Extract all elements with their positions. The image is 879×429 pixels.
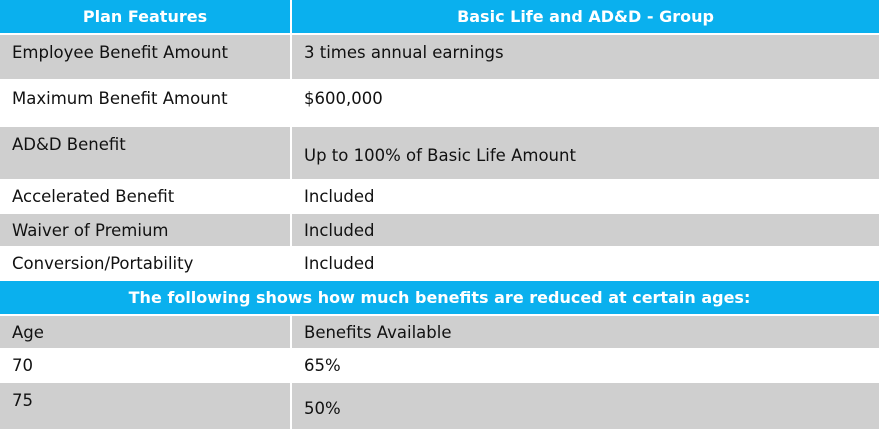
feature-cell: AD&D Benefit: [0, 127, 292, 179]
value-cell: Included: [304, 187, 375, 206]
value-cell: Included: [304, 254, 375, 273]
value-cell: 50%: [304, 398, 341, 418]
value-cell: Included: [304, 220, 375, 240]
table-row: Accelerated Benefit Included: [0, 181, 879, 212]
table-row: Age Benefits Available: [0, 316, 879, 348]
header-basic-life: Basic Life and AD&D - Group: [292, 0, 879, 33]
feature-cell: Maximum Benefit Amount: [0, 81, 292, 125]
age-cell: 75: [0, 383, 292, 429]
age-cell: 70: [0, 350, 292, 381]
table-row: Employee Benefit Amount 3 times annual e…: [0, 35, 879, 79]
table-row: 70 65%: [0, 350, 879, 381]
table-row: Maximum Benefit Amount $600,000: [0, 81, 879, 125]
value-cell: $600,000: [304, 89, 383, 108]
table-row: Waiver of Premium Included: [0, 214, 879, 246]
feature-cell: Conversion/Portability: [0, 248, 292, 279]
benefits-available-header: Benefits Available: [304, 322, 452, 342]
table-row: AD&D Benefit Up to 100% of Basic Life Am…: [0, 127, 879, 179]
table-header-row: Plan Features Basic Life and AD&D - Grou…: [0, 0, 879, 33]
value-cell: 65%: [304, 356, 341, 375]
value-cell: 3 times annual earnings: [304, 43, 504, 62]
table-row: 75 50%: [0, 383, 879, 429]
value-cell: Up to 100% of Basic Life Amount: [304, 145, 576, 165]
age-header: Age: [0, 316, 292, 348]
feature-cell: Waiver of Premium: [0, 214, 292, 246]
feature-cell: Accelerated Benefit: [0, 181, 292, 212]
header-plan-features: Plan Features: [0, 0, 292, 33]
reduction-banner-row: The following shows how much benefits ar…: [0, 281, 879, 314]
table-row: Conversion/Portability Included: [0, 248, 879, 279]
feature-cell: Employee Benefit Amount: [0, 35, 292, 79]
reduction-banner: The following shows how much benefits ar…: [0, 281, 879, 314]
